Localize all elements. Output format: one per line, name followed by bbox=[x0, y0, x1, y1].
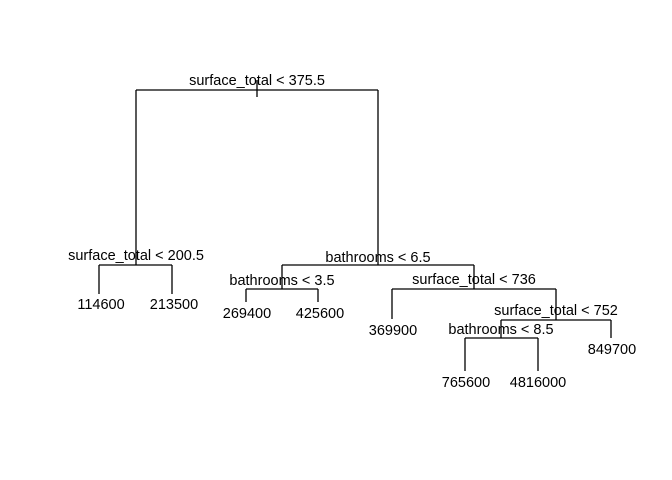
split-surface-200-edge bbox=[98, 264, 173, 294]
split-label-surface-200: surface_total < 200.5 bbox=[68, 248, 204, 264]
leaf-value: 369900 bbox=[369, 323, 417, 339]
split-surface-736-edge bbox=[391, 288, 557, 320]
split-bathrooms-8-edge bbox=[464, 337, 539, 371]
split-bathrooms-3-edge bbox=[245, 288, 319, 302]
split-label-bathrooms-3: bathrooms < 3.5 bbox=[229, 273, 334, 289]
leaf-value: 765600 bbox=[442, 375, 490, 391]
leaf-value: 213500 bbox=[150, 297, 198, 313]
tree-edges bbox=[98, 80, 612, 371]
split-label-surface-752: surface_total < 752 bbox=[494, 303, 618, 319]
root-split-edge bbox=[135, 80, 379, 265]
leaf-value: 269400 bbox=[223, 306, 271, 322]
split-label-surface-736: surface_total < 736 bbox=[412, 272, 536, 288]
split-label-bathrooms-8: bathrooms < 8.5 bbox=[448, 322, 553, 338]
split-bathrooms-6-edge bbox=[281, 264, 475, 289]
leaf-value: 425600 bbox=[296, 306, 344, 322]
split-surface-752-edge bbox=[500, 319, 612, 338]
leaf-value: 849700 bbox=[588, 342, 636, 358]
leaf-value: 114600 bbox=[77, 297, 124, 313]
split-label-bathrooms-6: bathrooms < 6.5 bbox=[325, 250, 430, 266]
root-split-label: surface_total < 375.5 bbox=[189, 73, 325, 89]
leaf-value: 4816000 bbox=[510, 375, 566, 391]
